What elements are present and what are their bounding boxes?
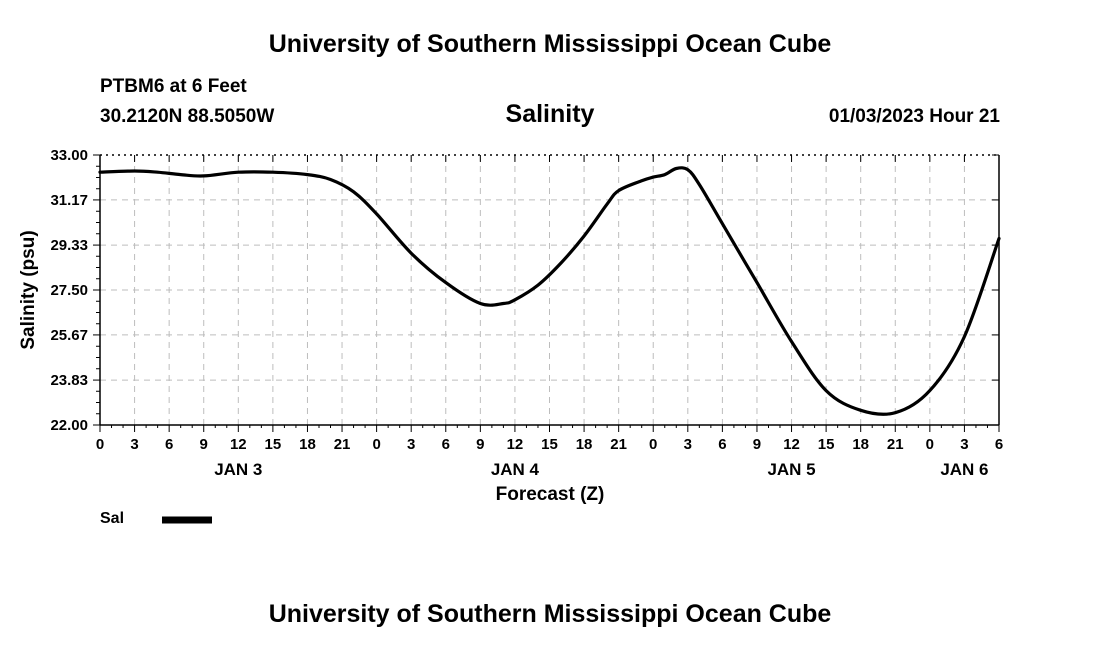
x-tick-label: 6 [442, 436, 450, 453]
day-label: JAN 6 [940, 460, 988, 479]
y-tick-label: 25.67 [50, 327, 88, 344]
y-tick-label: 23.83 [50, 372, 88, 389]
chart-axes: 0 3 6 9 12 15 18 21 0 3 6 9 12 15 18 21 0 3 6 9 12 15 18 21 0 3 6 2… [50, 147, 1003, 479]
x-tick-label: 12 [507, 436, 524, 453]
x-tick-label: 3 [407, 436, 415, 453]
page-title: University of Southern Mississippi Ocean… [268, 30, 832, 58]
series-layer [98, 166, 1001, 416]
y-tick-label: 27.50 [50, 282, 88, 299]
x-tick-label: 3 [684, 436, 692, 453]
x-tick-label: 18 [299, 436, 316, 453]
x-tick-label: 15 [541, 436, 558, 453]
x-axis-label: Forecast (Z) [496, 484, 605, 505]
x-tick-label: 6 [718, 436, 726, 453]
x-tick-label: 15 [265, 436, 282, 453]
y-tick-label: 29.33 [50, 237, 88, 254]
y-tick-label: 33.00 [50, 147, 88, 164]
x-tick-label: 0 [372, 436, 380, 453]
x-tick-label: 6 [995, 436, 1003, 453]
x-tick-label: 6 [165, 436, 173, 453]
forecast-datetime: 01/03/2023 Hour 21 [828, 106, 1000, 127]
y-tick-label: 31.17 [50, 192, 88, 209]
y-axis-label: Salinity (psu) [18, 230, 39, 349]
day-label: JAN 4 [491, 460, 540, 479]
x-tick-label: 0 [926, 436, 934, 453]
chart-title: Salinity [505, 100, 595, 128]
x-tick-label: 18 [852, 436, 869, 453]
x-tick-label: 12 [230, 436, 247, 453]
station-label: PTBM6 at 6 Feet [100, 76, 247, 97]
x-tick-label: 9 [753, 436, 761, 453]
grid-lines [100, 154, 999, 425]
x-tick-label: 9 [200, 436, 208, 453]
series-line-sal [98, 166, 1001, 416]
x-tick-label: 0 [649, 436, 657, 453]
x-tick-label: 0 [96, 436, 104, 453]
x-tick-label: 3 [960, 436, 968, 453]
day-label: JAN 5 [767, 460, 815, 479]
x-tick-label: 18 [576, 436, 593, 453]
day-label: JAN 3 [214, 460, 262, 479]
x-tick-label: 15 [818, 436, 835, 453]
station-coordinates: 30.2120N 88.5050W [100, 106, 275, 127]
legend-label-sal: Sal [100, 510, 125, 527]
x-tick-label: 21 [887, 436, 904, 453]
y-tick-label: 22.00 [50, 417, 88, 434]
x-tick-label: 21 [334, 436, 351, 453]
x-tick-label: 12 [783, 436, 800, 453]
x-tick-label: 3 [130, 436, 138, 453]
x-tick-label: 21 [610, 436, 627, 453]
x-tick-label: 9 [476, 436, 484, 453]
footer-title: University of Southern Mississippi Ocean… [268, 600, 832, 628]
